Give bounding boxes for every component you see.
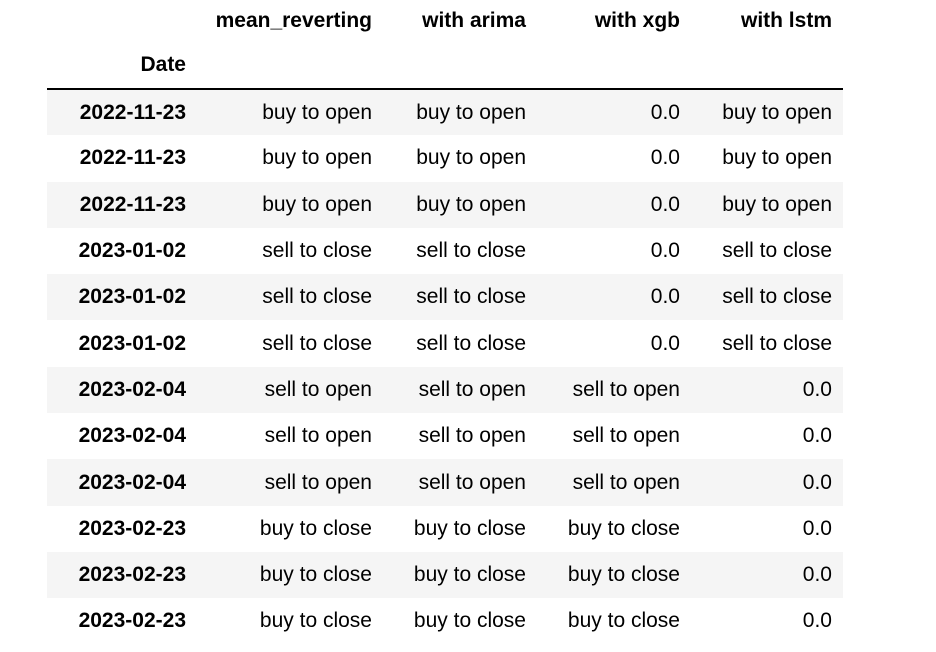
column-header-with-lstm: with lstm: [740, 8, 832, 32]
cell-with-arima: buy to close: [413, 516, 526, 540]
cell-with-arima: sell to close: [416, 285, 526, 309]
table-row: 2022-11-23 buy to open buy to open 0.0 buy t…: [47, 135, 843, 181]
cell-mean-reverting: buy to close: [259, 563, 372, 587]
cell-with-lstm: sell to close: [722, 239, 832, 263]
table-row: 2023-01-02 sell to close sell to close 0.0 s…: [47, 274, 843, 321]
cell-with-xgb: sell to open: [572, 424, 680, 448]
cell-mean-reverting: sell to close: [262, 331, 372, 355]
table-row: 2023-02-04 sell to open sell to open sell t…: [47, 366, 843, 414]
row-index-date: 2023-02-04: [78, 377, 186, 401]
row-index-date: 2023-02-04: [78, 424, 186, 448]
column-header-row: mean_reverting with arima with xgb with …: [47, 0, 843, 41]
cell-with-xgb: 0.0: [650, 192, 680, 216]
table-row: 2023-02-04 sell to open sell to open sell t…: [47, 413, 843, 459]
cell-with-lstm: buy to open: [722, 146, 832, 170]
row-index-date: 2023-02-04: [78, 470, 186, 494]
row-index-date: 2023-01-02: [78, 331, 186, 355]
index-name-row: Date: [47, 41, 843, 89]
cell-with-lstm: 0.0: [802, 563, 832, 587]
cell-mean-reverting: sell to open: [264, 470, 372, 494]
table-row: 2023-02-23 buy to close buy to close buy to…: [47, 506, 843, 552]
cell-with-arima: sell to open: [418, 470, 526, 494]
cell-with-arima: buy to close: [413, 563, 526, 587]
table-row: 2023-02-23 buy to close buy to close buy to…: [47, 551, 843, 599]
cell-with-arima: buy to open: [416, 146, 526, 170]
cell-with-xgb: 0.0: [650, 239, 680, 263]
row-index-date: 2023-01-02: [78, 285, 186, 309]
index-name-spacer: [383, 41, 537, 89]
row-index-date: 2023-01-02: [78, 239, 186, 263]
column-header-with-arima: with arima: [422, 8, 526, 32]
column-header-with-xgb: with xgb: [594, 8, 680, 32]
cell-mean-reverting: sell to close: [262, 285, 372, 309]
cell-with-lstm: buy to open: [722, 192, 832, 216]
table-header: mean_reverting with arima with xgb with …: [47, 0, 843, 89]
cell-mean-reverting: buy to open: [262, 146, 372, 170]
row-index-date: 2022-11-23: [79, 192, 186, 216]
row-index-date: 2022-11-23: [79, 146, 186, 170]
cell-with-xgb: buy to close: [567, 516, 680, 540]
cell-with-lstm: sell to close: [722, 285, 832, 309]
table-row: 2023-02-23 buy to close buy to close buy to…: [47, 598, 843, 644]
cell-mean-reverting: sell to close: [262, 239, 372, 263]
cell-with-lstm: buy to open: [722, 100, 832, 124]
cell-mean-reverting: sell to open: [264, 377, 372, 401]
cell-with-arima: buy to close: [413, 609, 526, 633]
cell-with-xgb: buy to close: [567, 563, 680, 587]
cell-mean-reverting: buy to open: [262, 100, 372, 124]
cell-with-xgb: 0.0: [650, 146, 680, 170]
table-row: 2022-11-23 buy to open buy to open 0.0 buy t…: [47, 181, 843, 228]
cell-with-xgb: 0.0: [650, 285, 680, 309]
cell-with-lstm: 0.0: [802, 609, 832, 633]
cell-with-lstm: 0.0: [802, 377, 832, 401]
cell-with-arima: sell to close: [416, 239, 526, 263]
cell-with-xgb: sell to open: [572, 377, 680, 401]
cell-with-lstm: 0.0: [802, 516, 832, 540]
cell-with-arima: buy to open: [416, 100, 526, 124]
index-name-spacer: [691, 41, 843, 89]
cell-with-arima: sell to close: [416, 331, 526, 355]
row-index-date: 2023-02-23: [78, 516, 186, 540]
index-name-label: Date: [140, 52, 186, 76]
cell-mean-reverting: buy to open: [262, 192, 372, 216]
row-index-date: 2023-02-23: [78, 563, 186, 587]
cell-with-lstm: 0.0: [802, 470, 832, 494]
cell-with-xgb: 0.0: [650, 331, 680, 355]
table-row: 2023-01-02 sell to close sell to close 0.0 s…: [47, 320, 843, 366]
cell-with-arima: sell to open: [418, 377, 526, 401]
table-body: 2022-11-23 buy to open buy to open 0.0 buy t…: [47, 89, 843, 645]
cell-with-xgb: 0.0: [650, 100, 680, 124]
index-column-corner: [47, 0, 197, 41]
cell-with-arima: buy to open: [416, 192, 526, 216]
table-row: 2022-11-23 buy to open buy to open 0.0 buy t…: [47, 89, 843, 136]
cell-mean-reverting: buy to close: [259, 516, 372, 540]
cell-with-lstm: sell to close: [722, 331, 832, 355]
row-index-date: 2023-02-23: [78, 609, 186, 633]
cell-with-xgb: sell to open: [572, 470, 680, 494]
cell-with-arima: sell to open: [418, 424, 526, 448]
index-name-spacer: [197, 41, 383, 89]
table-row: 2023-02-04 sell to open sell to open sell t…: [47, 459, 843, 506]
cell-with-xgb: buy to close: [567, 609, 680, 633]
column-header-mean-reverting: mean_reverting: [215, 8, 372, 32]
cell-with-lstm: 0.0: [802, 424, 832, 448]
dataframe-table: mean_reverting with arima with xgb with …: [47, 0, 843, 645]
row-index-date: 2022-11-23: [79, 100, 186, 124]
cell-mean-reverting: sell to open: [264, 424, 372, 448]
index-name-spacer: [537, 41, 691, 89]
table-row: 2023-01-02 sell to close sell to close 0.0 s…: [47, 228, 843, 274]
cell-mean-reverting: buy to close: [259, 609, 372, 633]
